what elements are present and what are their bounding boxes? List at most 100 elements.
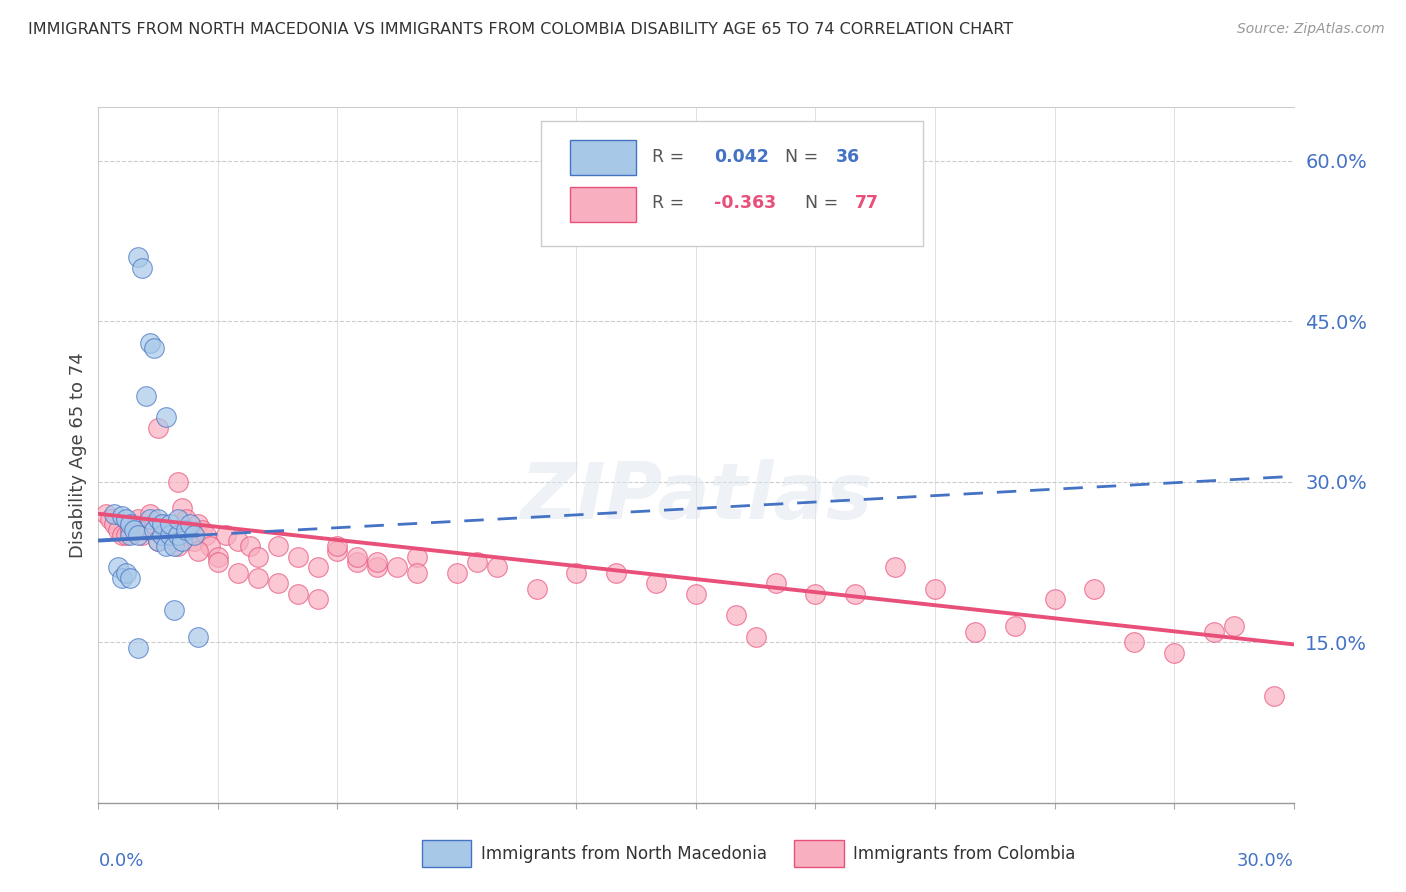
Point	[346, 555, 368, 569]
Point	[150, 517, 173, 532]
Point	[148, 421, 170, 435]
Point	[963, 624, 986, 639]
Point	[406, 566, 429, 580]
Point	[120, 523, 142, 537]
Point	[1163, 646, 1185, 660]
Point	[100, 512, 122, 526]
Point	[366, 555, 388, 569]
Point	[139, 507, 162, 521]
Point	[246, 549, 269, 564]
Point	[326, 544, 349, 558]
Point	[179, 517, 201, 532]
Text: Immigrants from North Macedonia: Immigrants from North Macedonia	[481, 845, 766, 863]
Point	[385, 560, 409, 574]
Point	[107, 523, 129, 537]
Point	[115, 512, 138, 526]
Point	[120, 528, 142, 542]
Point	[267, 576, 290, 591]
Point	[127, 640, 149, 655]
Point	[159, 528, 181, 542]
Point	[167, 528, 190, 542]
Point	[172, 501, 194, 516]
Point	[187, 630, 209, 644]
Point	[215, 528, 238, 542]
Point	[111, 571, 134, 585]
Point	[724, 608, 747, 623]
Point	[103, 517, 125, 532]
Point	[96, 507, 118, 521]
Point	[120, 517, 142, 532]
Point	[307, 592, 329, 607]
Point	[120, 571, 142, 585]
Text: R =: R =	[652, 194, 689, 212]
Point	[1263, 689, 1285, 703]
Point	[172, 533, 194, 548]
Point	[844, 587, 866, 601]
Point	[745, 630, 768, 644]
Point	[326, 539, 349, 553]
Point	[246, 571, 269, 585]
FancyBboxPatch shape	[571, 140, 637, 175]
Point	[148, 533, 170, 548]
Text: Immigrants from Colombia: Immigrants from Colombia	[853, 845, 1076, 863]
Point	[406, 549, 429, 564]
Text: ZIPatlas: ZIPatlas	[520, 458, 872, 534]
Point	[167, 512, 190, 526]
Point	[685, 587, 707, 601]
Point	[124, 517, 146, 532]
FancyBboxPatch shape	[571, 187, 637, 222]
Point	[1202, 624, 1225, 639]
Point	[605, 566, 627, 580]
Point	[159, 523, 181, 537]
Text: IMMIGRANTS FROM NORTH MACEDONIA VS IMMIGRANTS FROM COLOMBIA DISABILITY AGE 65 TO: IMMIGRANTS FROM NORTH MACEDONIA VS IMMIG…	[28, 22, 1014, 37]
Text: 77: 77	[855, 194, 879, 212]
Point	[143, 523, 166, 537]
Point	[1043, 592, 1066, 607]
Text: N =: N =	[773, 148, 824, 166]
Point	[267, 539, 290, 553]
Point	[111, 508, 134, 523]
Point	[139, 335, 162, 350]
Point	[174, 523, 197, 537]
Point	[1004, 619, 1026, 633]
Y-axis label: Disability Age 65 to 74: Disability Age 65 to 74	[69, 352, 87, 558]
Text: R =: R =	[652, 148, 689, 166]
Point	[1222, 619, 1246, 633]
Point	[565, 566, 588, 580]
Text: 0.0%: 0.0%	[98, 852, 143, 870]
Point	[465, 555, 488, 569]
Point	[765, 576, 787, 591]
Text: -0.363: -0.363	[714, 194, 776, 212]
Point	[103, 507, 125, 521]
Text: Source: ZipAtlas.com: Source: ZipAtlas.com	[1237, 22, 1385, 37]
Point	[163, 533, 186, 548]
Point	[884, 560, 907, 574]
FancyBboxPatch shape	[540, 121, 922, 246]
Point	[207, 555, 229, 569]
Point	[1123, 635, 1146, 649]
Point	[115, 566, 138, 580]
Point	[131, 260, 153, 275]
Point	[148, 512, 170, 526]
Point	[804, 587, 827, 601]
Point	[226, 533, 249, 548]
Point	[167, 539, 190, 553]
Point	[150, 528, 173, 542]
Text: 30.0%: 30.0%	[1237, 852, 1294, 870]
Point	[135, 523, 157, 537]
Point	[183, 528, 205, 542]
Point	[143, 517, 166, 532]
Point	[645, 576, 668, 591]
Point	[1083, 582, 1105, 596]
Point	[143, 341, 166, 355]
Point	[167, 475, 190, 489]
Point	[187, 517, 209, 532]
Point	[163, 539, 186, 553]
Text: N =: N =	[794, 194, 844, 212]
Point	[127, 512, 149, 526]
Point	[155, 539, 177, 553]
Point	[155, 410, 177, 425]
Point	[139, 512, 162, 526]
Point	[155, 523, 177, 537]
Point	[148, 533, 170, 548]
